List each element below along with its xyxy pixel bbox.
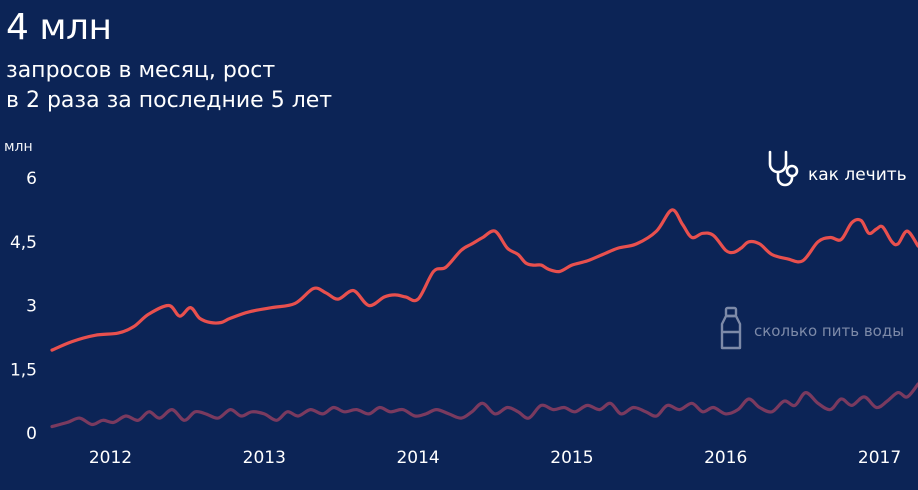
x-tick-label: 2012	[89, 448, 132, 468]
legend-label-how-to-treat: как лечить	[808, 164, 907, 185]
subtitle: запросов в месяц, рост в 2 раза за после…	[6, 56, 426, 116]
legend-item-how-much-water: сколько пить воды	[718, 306, 904, 356]
water-bottle-icon	[718, 306, 744, 356]
series-line-how-to-treat	[50, 208, 918, 352]
legend-item-how-to-treat: как лечить	[764, 150, 907, 199]
x-axis-ticks: 2012 2013 2014 2015 2016 2017	[89, 448, 901, 468]
legend-label-how-much-water: сколько пить воды	[754, 322, 905, 340]
x-tick-label: 2017	[858, 448, 901, 468]
y-tick-label: 0	[26, 424, 37, 444]
stethoscope-icon	[764, 150, 800, 199]
y-tick-label: 1,5	[10, 360, 37, 380]
subtitle-line-1: запросов в месяц, рост	[6, 58, 276, 83]
chart-series	[50, 208, 918, 429]
y-axis-ticks: 0 1,5 3 4,5 6	[10, 169, 37, 444]
y-tick-label: 4,5	[10, 233, 37, 253]
series-line-how-much-water	[50, 382, 918, 429]
x-tick-label: 2016	[704, 448, 747, 468]
subtitle-line-2: в 2 раза за последние 5 лет	[6, 88, 333, 113]
y-tick-label: 3	[26, 297, 37, 317]
x-tick-label: 2013	[243, 448, 286, 468]
x-tick-label: 2015	[550, 448, 593, 468]
y-axis-unit-label: млн	[4, 139, 33, 155]
x-tick-label: 2014	[396, 448, 439, 468]
y-tick-label: 6	[26, 169, 37, 189]
headline: 4 млн	[6, 7, 112, 48]
